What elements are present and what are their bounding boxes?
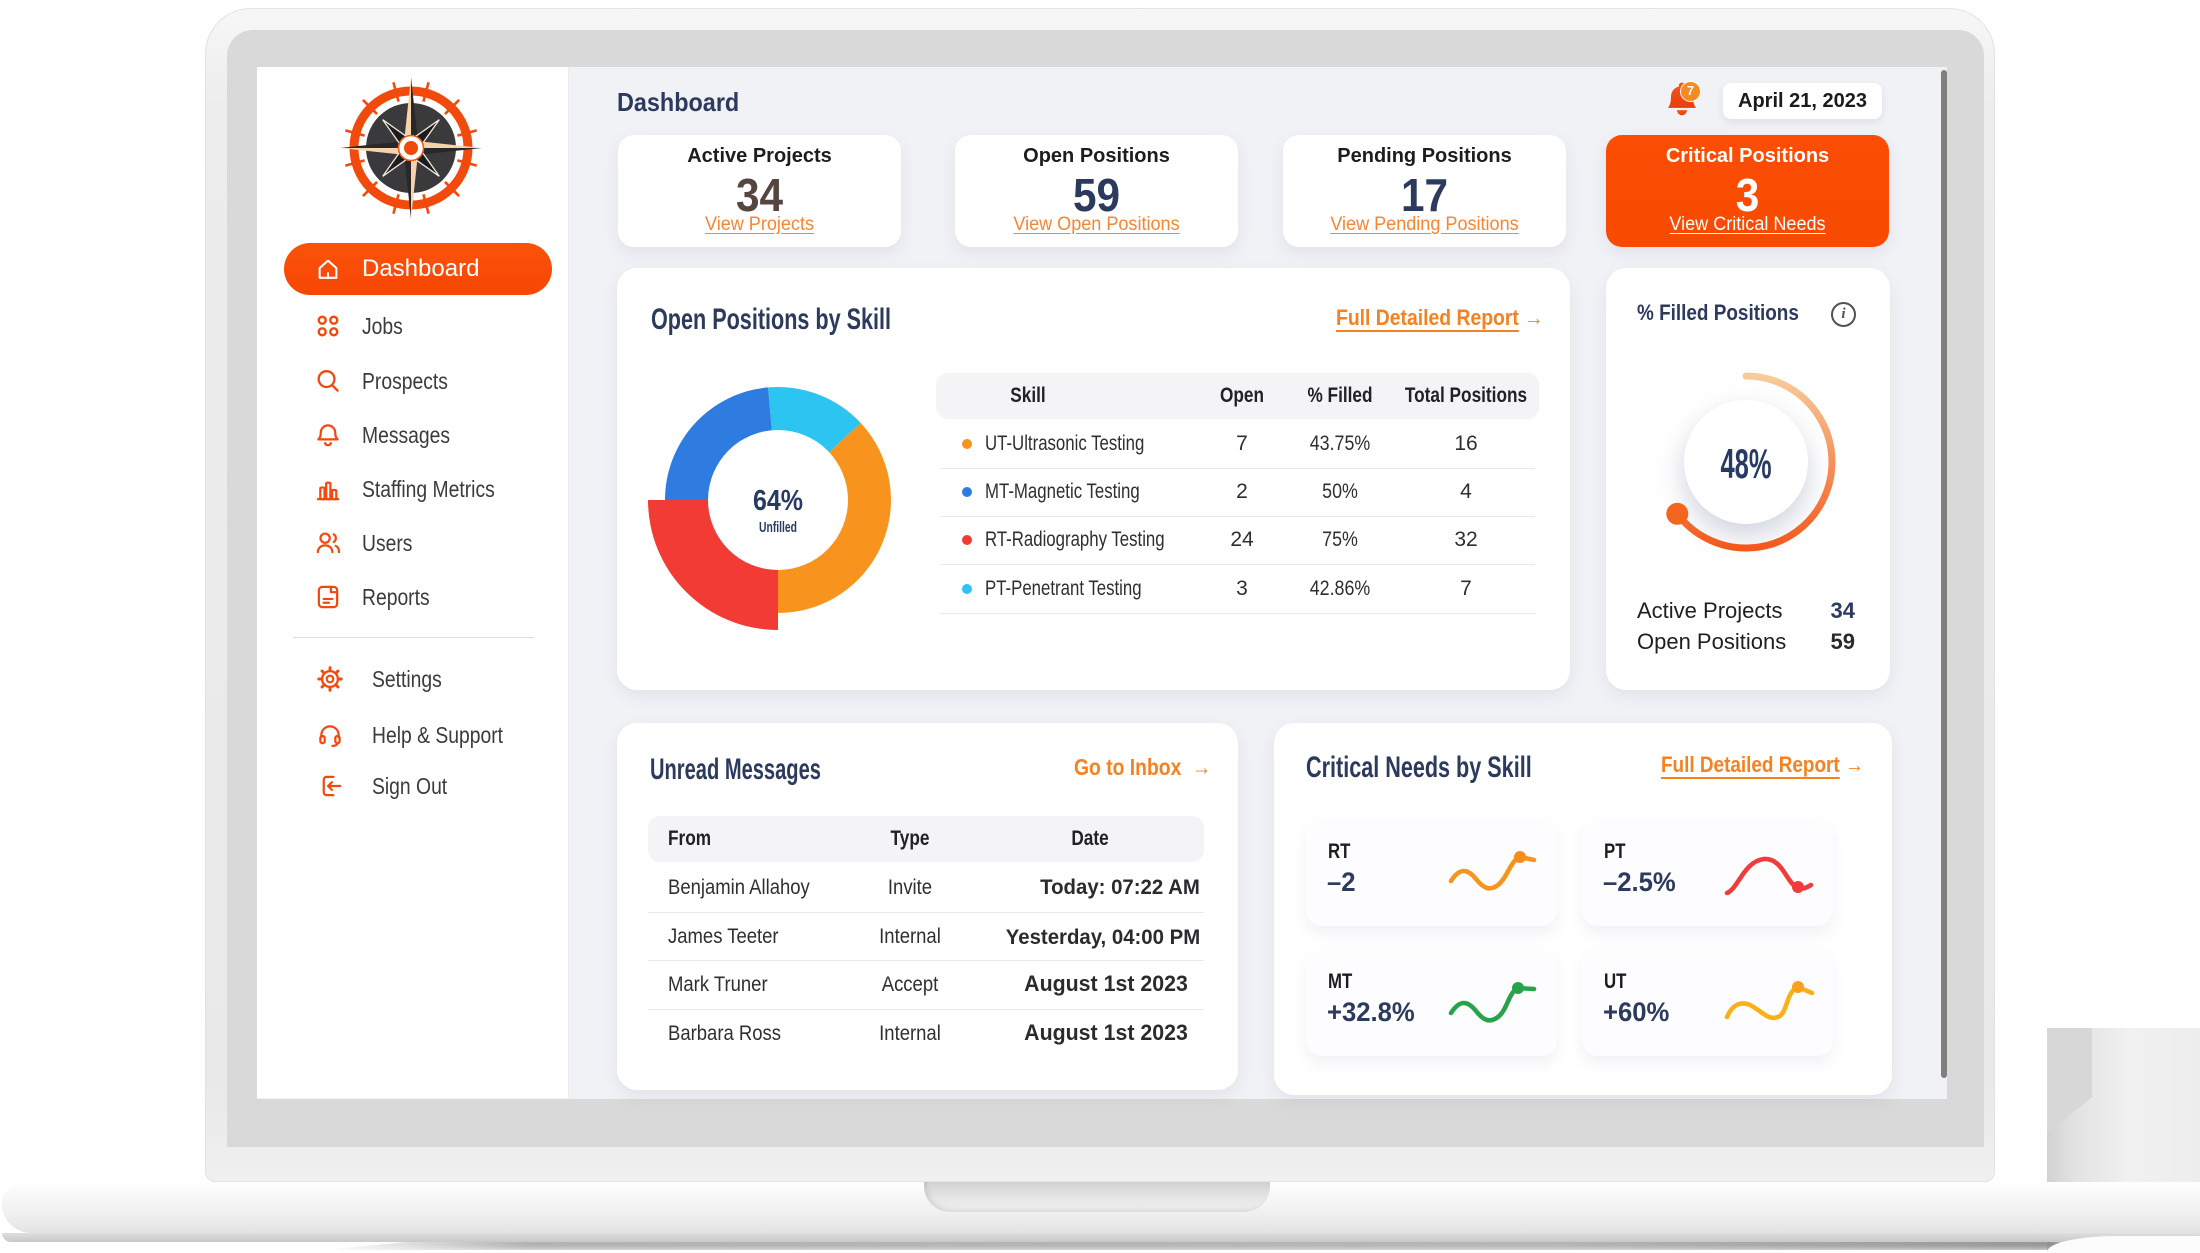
svg-text:48%: 48%: [1721, 440, 1772, 487]
svg-text:64%: 64%: [753, 485, 803, 517]
svg-text:Unfilled: Unfilled: [759, 519, 797, 536]
